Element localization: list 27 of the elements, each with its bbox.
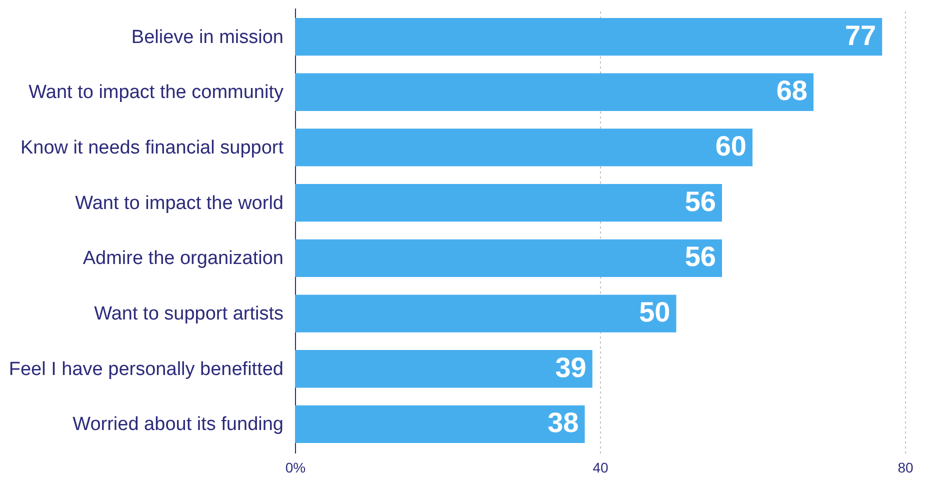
y-tick-label: Want to impact the world [75,192,284,214]
bar [295,184,722,222]
y-tick-label: Feel I have personally benefitted [8,358,284,380]
x-tick-label: 0% [285,460,306,476]
bar [295,73,814,111]
y-tick-label: Admire the organization [82,248,284,270]
data-label: 50 [639,296,670,328]
bar [295,294,676,332]
data-label: 60 [715,130,746,162]
y-tick-label: Believe in mission [131,26,284,48]
data-label: 38 [548,407,579,438]
data-label: 56 [684,241,716,272]
y-tick-label: Know it needs financial support [20,137,284,158]
data-label: 56 [684,186,716,217]
y-tick-label: Want to impact the community [28,82,284,104]
data-label: 68 [776,75,808,106]
y-tick-label: Worried about its funding [72,414,284,436]
bar [295,350,592,388]
bar [295,128,752,166]
x-tick-label: 40 [592,460,608,476]
x-tick-label: 80 [898,460,914,476]
y-tick-label: Want to support artists [94,304,284,325]
bar [295,18,882,56]
bar [295,239,722,277]
data-label: 77 [844,20,876,51]
bar [295,405,585,444]
data-label: 39 [555,352,586,383]
